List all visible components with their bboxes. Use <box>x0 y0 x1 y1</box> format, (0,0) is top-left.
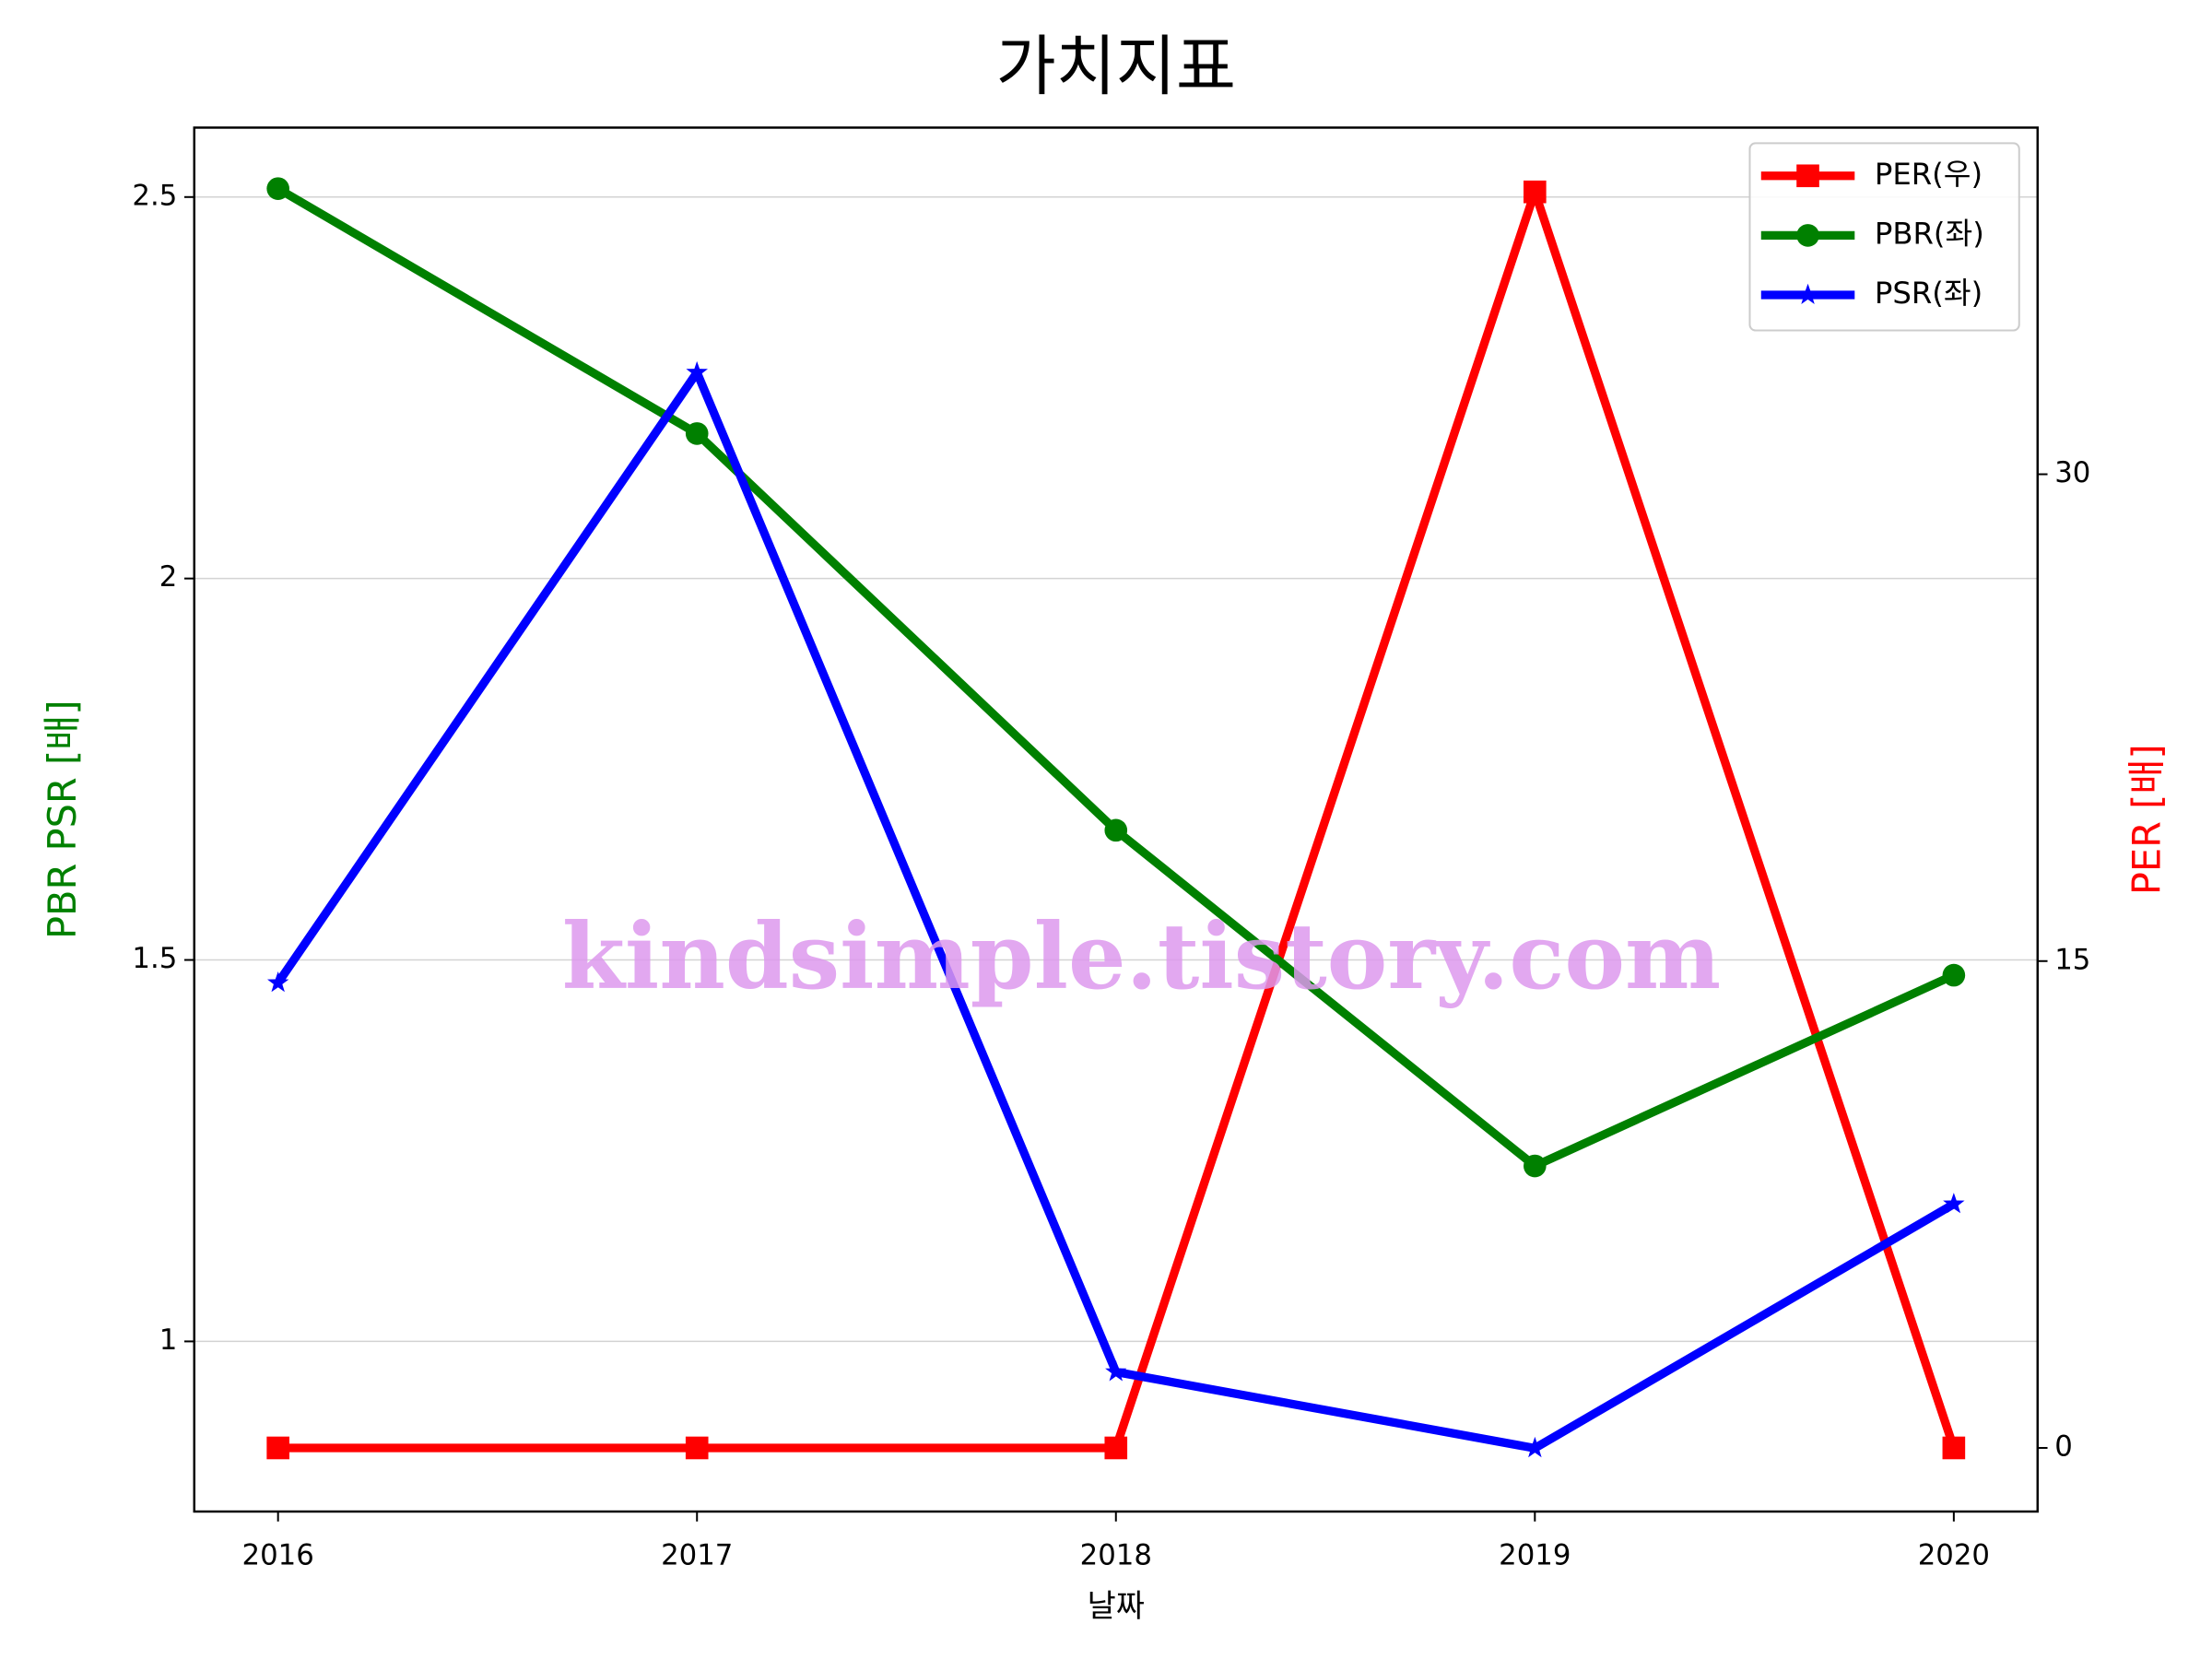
x-tick-label: 2020 <box>1918 1539 1990 1572</box>
legend-marker <box>1796 283 1819 304</box>
legend-label: PBR(좌) <box>1875 216 1984 251</box>
marker <box>1942 1436 1966 1460</box>
x-axis-label: 날짜 <box>1088 1588 1145 1624</box>
x-tick-label: 2016 <box>242 1539 314 1572</box>
watermark: kindsimple.tistory.com <box>562 904 1722 1010</box>
marker <box>1942 963 1966 987</box>
y-axis-label: PBR PSR [배] <box>40 700 85 939</box>
y-tick-label: 2 <box>159 560 178 594</box>
y-tick-label: 1.5 <box>132 942 177 975</box>
x-tick-label: 2017 <box>661 1539 733 1572</box>
legend-marker <box>1796 164 1819 188</box>
legend-label: PSR(좌) <box>1875 276 1983 311</box>
marker <box>267 971 289 993</box>
marker <box>1524 180 1547 204</box>
y2-tick-label: 0 <box>2054 1430 2073 1463</box>
chart-title: 가치지표 <box>996 28 1236 104</box>
marker <box>1104 1436 1128 1460</box>
marker <box>685 422 709 445</box>
legend-label: PER(우) <box>1875 157 1983 192</box>
legend-box <box>1748 142 2020 332</box>
marker <box>1524 1436 1547 1458</box>
plot-frame <box>193 126 2039 1513</box>
marker <box>1104 818 1128 842</box>
marker <box>1943 1193 1965 1214</box>
y2-tick-label: 30 <box>2054 456 2090 489</box>
marker <box>686 360 708 382</box>
marker <box>1105 1360 1127 1382</box>
marker <box>266 1436 289 1460</box>
x-tick-label: 2018 <box>1080 1539 1152 1572</box>
y2-tick-label: 15 <box>2054 943 2090 976</box>
y2-axis-label: PER [배] <box>2124 744 2169 895</box>
marker <box>1524 1154 1547 1178</box>
marker <box>685 1436 709 1460</box>
marker <box>266 177 289 200</box>
legend-marker <box>1796 224 1819 247</box>
y-tick-label: 2.5 <box>132 179 177 212</box>
y-tick-label: 1 <box>159 1324 178 1357</box>
x-tick-label: 2019 <box>1499 1539 1571 1572</box>
